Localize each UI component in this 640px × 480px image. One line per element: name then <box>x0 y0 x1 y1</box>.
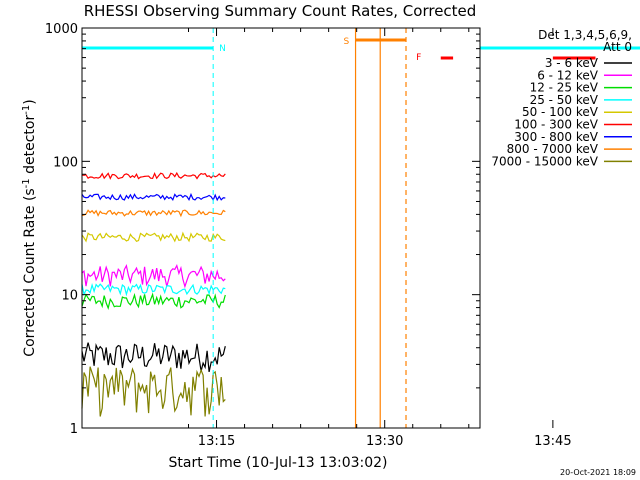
y-tick-label-1: 1 <box>70 422 78 437</box>
series-line-25-50-kev <box>81 282 226 297</box>
series-line-7000-15000-kev <box>81 366 226 417</box>
legend-label-6: 300 - 800 keV <box>514 130 598 144</box>
series-line-50-100-kev <box>81 231 226 243</box>
legend-label-5: 100 - 300 keV <box>514 118 598 132</box>
legend-label-0: 3 - 6 keV <box>545 56 599 70</box>
series-line-300-800-kev <box>81 192 226 202</box>
x-axis-label: Start Time (10-Jul-13 13:03:02) <box>168 455 387 471</box>
flag-label-s: S <box>344 37 350 47</box>
flag-label-n: N <box>219 44 226 54</box>
plot-frame <box>81 27 481 429</box>
x-tick-label-1315: 13:15 <box>198 434 235 449</box>
y-tick-label-100: 100 <box>53 155 78 170</box>
series-line-6-12-kev <box>81 263 226 289</box>
legend-label-8: 7000 - 15000 keV <box>491 154 598 168</box>
legend-header-detectors: Det 1,3,4,5,6,9, <box>538 28 632 42</box>
series-line-800-7000-kev <box>81 209 226 218</box>
series-line-100-300-kev <box>81 171 226 180</box>
chart-title: RHESSI Observing Summary Count Rates, Co… <box>84 2 477 20</box>
legend-label-4: 50 - 100 keV <box>522 105 599 119</box>
legend-header-attenuator: Att 0 <box>603 40 632 54</box>
x-tick-label-1330: 13:30 <box>366 434 403 449</box>
legend-label-2: 12 - 25 keV <box>530 81 599 95</box>
legend-label-3: 25 - 50 keV <box>530 93 599 107</box>
flag-label-f: F <box>416 53 421 63</box>
overlay-layer: N S F <box>82 28 640 428</box>
legend-label-1: 6 - 12 keV <box>537 68 599 82</box>
series-layer <box>81 171 226 417</box>
y-tick-label-10: 10 <box>61 289 78 304</box>
y-axis-label: Corrected Count Rate (s-1 detector-1) <box>21 99 38 356</box>
legend-label-7: 800 - 7000 keV <box>507 142 599 156</box>
series-line-3-6-kev <box>81 342 226 373</box>
series-line-12-25-kev <box>81 292 226 310</box>
y-tick-label-1000: 1000 <box>45 22 78 37</box>
x-tick-label-1345: 13:45 <box>534 434 571 449</box>
timestamp: 20-Oct-2021 18:09 <box>560 468 636 477</box>
